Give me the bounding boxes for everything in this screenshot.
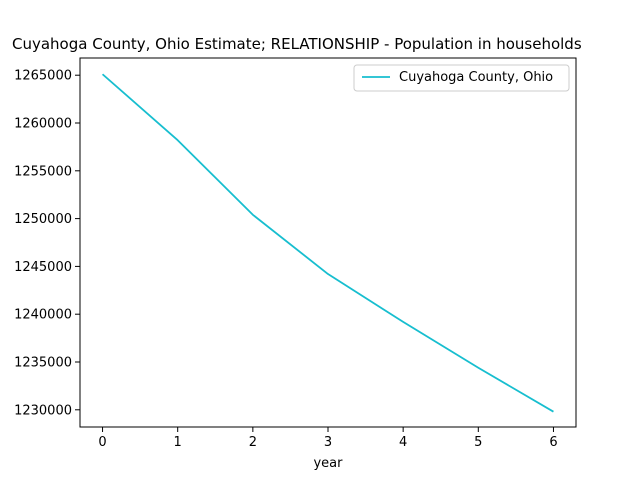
x-tick-label-2: 2 [249,435,257,450]
chart-title: Cuyahoga County, Ohio Estimate; RELATION… [12,35,582,53]
x-tick-label-4: 4 [399,435,407,450]
y-tick-label-2: 1240000 [14,308,72,323]
plot-area [80,58,576,427]
y-tick-label-6: 1260000 [14,117,72,132]
x-tick-label-3: 3 [324,435,332,450]
x-tick-label-6: 6 [549,435,557,450]
y-tick-label-4: 1250000 [14,212,72,227]
y-tick-label-5: 1255000 [14,164,72,179]
y-tick-label-7: 1265000 [14,69,72,84]
x-tick-label-5: 5 [474,435,482,450]
y-tick-label-3: 1245000 [14,260,72,275]
legend-label: Cuyahoga County, Ohio [399,70,553,85]
x-tick-label-1: 1 [174,435,182,450]
y-tick-label-1: 1235000 [14,355,72,370]
y-tick-label-0: 1230000 [14,403,72,418]
legend: Cuyahoga County, Ohio [354,65,569,91]
x-tick-label-0: 0 [98,435,106,450]
x-axis-label: year [313,456,343,471]
